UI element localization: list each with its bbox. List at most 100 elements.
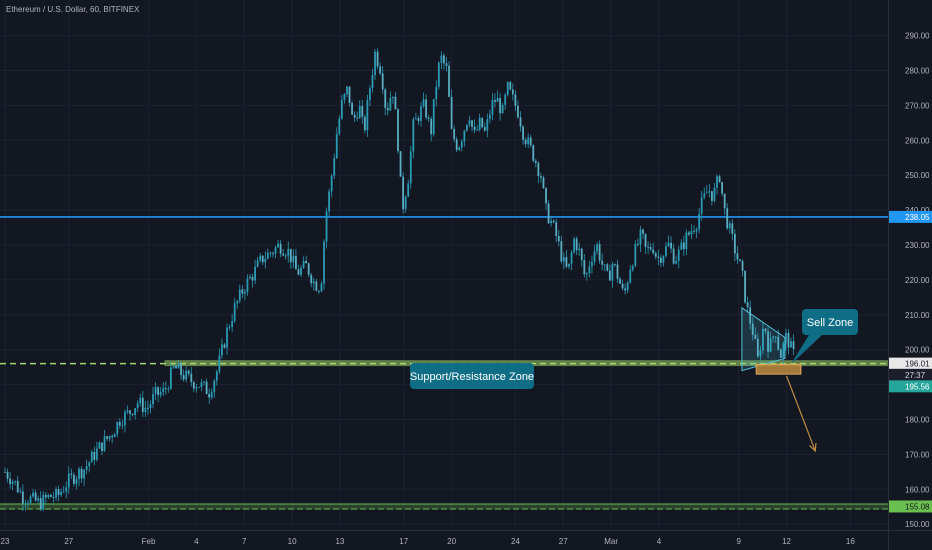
candle-body (113, 434, 116, 438)
time-tick-label: 12 (782, 537, 791, 546)
time-axis[interactable]: 23 27 Feb 4 7 10 13 17 20 24 27 Mar 4 9 12 16 (0, 530, 932, 547)
candle-body (545, 187, 547, 204)
drawings: Support/Resistance Zone Sell Zone (410, 306, 858, 453)
candle-body (685, 232, 688, 250)
time-tick-label: 9 (736, 537, 741, 546)
candle-body (116, 422, 119, 435)
candle-body (159, 392, 162, 395)
candle-body (256, 260, 259, 267)
candle-body (192, 382, 195, 389)
candle-body (739, 259, 741, 262)
candle-body (14, 480, 17, 482)
bottom-support-band (0, 503, 888, 510)
time-tick-label: 17 (399, 537, 408, 546)
candle-body (792, 341, 795, 350)
candle-body (636, 243, 639, 245)
candle-body (522, 126, 524, 140)
candle-body (741, 261, 744, 271)
candle-body (11, 481, 14, 485)
candle-body (754, 334, 757, 339)
candle-body (394, 96, 397, 110)
candle-body (550, 220, 553, 224)
candle-body (172, 366, 175, 368)
candle-body (180, 363, 182, 376)
candle-body (409, 151, 412, 184)
candle-body (580, 248, 583, 261)
candle-body (149, 404, 152, 409)
candle-body (565, 257, 568, 267)
candle-body (662, 256, 665, 263)
candle-body (21, 491, 24, 504)
candle-body (764, 328, 767, 332)
candle-body (50, 494, 52, 498)
time-tick-label: Mar (604, 537, 618, 546)
price-tag-label: 238.05 (905, 213, 930, 222)
support-zone-callout: Support/Resistance Zone (410, 363, 534, 389)
candle-body (24, 503, 27, 505)
price-tick-label: 240.00 (905, 206, 930, 215)
candle-body (118, 422, 121, 426)
candle-body (705, 192, 708, 194)
candle-body (297, 269, 300, 275)
candle-body (361, 105, 364, 117)
sell-zone-box (755, 363, 802, 375)
candle-body (397, 109, 399, 152)
candle-body (731, 223, 734, 234)
candle-body (634, 243, 637, 266)
candle-body (348, 86, 351, 103)
candle-body (371, 74, 374, 89)
candle-body (425, 99, 427, 118)
candle-body (129, 410, 131, 414)
candle-body (726, 208, 729, 229)
candle-body (141, 397, 144, 412)
candle-body (711, 191, 713, 201)
candle-body (185, 370, 188, 380)
candle-body (121, 425, 124, 427)
candle-body (369, 88, 371, 101)
price-tag: 195.56 (889, 380, 932, 393)
time-tick-label: 13 (335, 537, 344, 546)
candle-body (215, 371, 218, 381)
wedge-pattern (741, 306, 786, 372)
candle-body (644, 233, 647, 247)
price-tick-label: 220.00 (905, 276, 930, 285)
candle-body (511, 89, 514, 95)
candle-body (4, 471, 6, 473)
candle-body (80, 468, 83, 479)
price-tick-label: 250.00 (905, 171, 930, 180)
candle-body (657, 256, 660, 258)
candle-body (261, 255, 264, 263)
candle-body (305, 260, 308, 264)
candle-body (483, 127, 486, 131)
candle-body (93, 451, 96, 460)
candle-body (399, 151, 402, 177)
candle-body (499, 97, 501, 114)
candle-body (527, 137, 530, 145)
candle-body (501, 104, 504, 114)
candle-body (733, 233, 736, 254)
candle-body (509, 82, 512, 90)
candle-body (422, 99, 425, 107)
candle-body (682, 242, 685, 250)
candle-body (598, 244, 601, 261)
candle-body (302, 260, 305, 268)
candle-body (693, 231, 695, 232)
candle-body (282, 253, 285, 256)
time-tick-label: 27 (64, 537, 73, 546)
candle-body (537, 162, 540, 177)
candle-body (44, 494, 47, 498)
time-tick-label: 10 (288, 537, 297, 546)
candle-body (65, 487, 68, 492)
candle-body (358, 105, 361, 119)
time-tick-label: 27 (559, 537, 568, 546)
candle-body (626, 282, 629, 291)
candle-body (688, 232, 690, 235)
candle-body (751, 323, 754, 335)
candle-body (642, 229, 644, 234)
time-tick-label: 24 (511, 537, 520, 546)
price-tag-bg (889, 380, 932, 393)
price-tag: 238.05 (889, 210, 932, 223)
projection-arrow-head (809, 442, 817, 453)
